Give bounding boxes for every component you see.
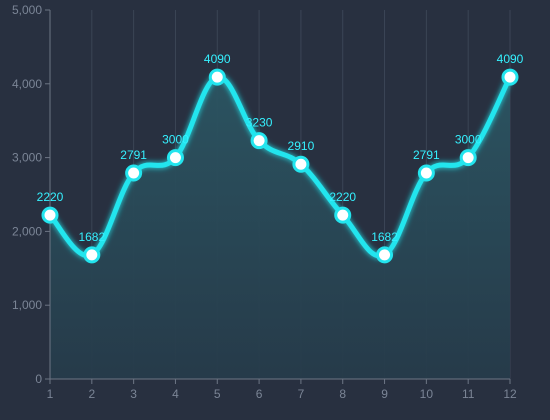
data-label: 1682 <box>371 230 398 244</box>
x-tick-label: 7 <box>298 387 305 401</box>
x-tick-label: 10 <box>420 387 434 401</box>
data-point[interactable] <box>250 132 268 150</box>
data-label: 3230 <box>246 116 273 130</box>
data-point[interactable] <box>125 164 143 182</box>
data-point[interactable] <box>292 155 310 173</box>
data-label: 2791 <box>413 148 440 162</box>
x-tick-label: 9 <box>381 387 388 401</box>
data-label: 1682 <box>78 230 105 244</box>
data-label: 4090 <box>204 52 231 66</box>
x-tick-label: 6 <box>256 387 263 401</box>
x-tick-label: 1 <box>47 387 54 401</box>
series-area <box>50 77 510 380</box>
data-point[interactable] <box>83 246 101 264</box>
x-tick-label: 2 <box>88 387 95 401</box>
x-tick-label: 3 <box>130 387 137 401</box>
data-point[interactable] <box>166 149 184 167</box>
y-tick-label: 2,000 <box>12 224 42 238</box>
x-tick-label: 8 <box>339 387 346 401</box>
data-point[interactable] <box>459 149 477 167</box>
data-point[interactable] <box>376 246 394 264</box>
data-label: 2910 <box>288 139 315 153</box>
y-tick-label: 5,000 <box>12 3 42 17</box>
data-label: 3000 <box>455 133 482 147</box>
x-tick-label: 11 <box>462 387 475 401</box>
data-label: 2791 <box>120 148 147 162</box>
data-point[interactable] <box>334 206 352 224</box>
data-label: 2220 <box>37 190 64 204</box>
y-tick-label: 1,000 <box>12 298 42 312</box>
data-point[interactable] <box>501 68 519 86</box>
x-tick-label: 12 <box>503 387 517 401</box>
data-label: 3000 <box>162 133 189 147</box>
data-point[interactable] <box>208 68 226 86</box>
data-point[interactable] <box>417 164 435 182</box>
data-point[interactable] <box>41 206 59 224</box>
data-label: 4090 <box>497 52 524 66</box>
x-tick-label: 5 <box>214 387 221 401</box>
y-tick-label: 4,000 <box>12 77 42 91</box>
y-tick-label: 0 <box>35 372 42 386</box>
data-label: 2220 <box>329 190 356 204</box>
x-tick-label: 4 <box>172 387 179 401</box>
y-tick-label: 3,000 <box>12 151 42 165</box>
